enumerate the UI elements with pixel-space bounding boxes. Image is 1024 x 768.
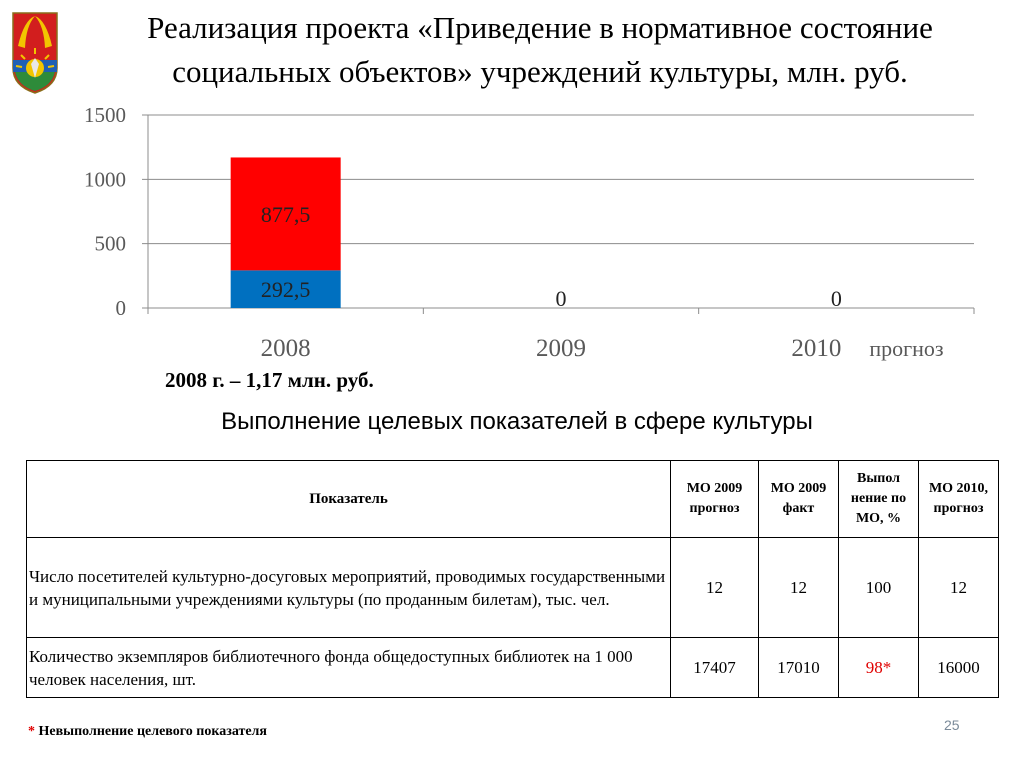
table-row: Число посетителей культурно-досуговых ме…	[26, 537, 999, 638]
header-mo2010-forecast: МО 2010, прогноз	[918, 460, 999, 538]
indicators-table: Показатель МО 2009 прогноз МО 2009 факт …	[26, 460, 999, 698]
row-indicator: Число посетителей культурно-досуговых ме…	[26, 537, 671, 638]
table-row: Количество экземпляров библиотечного фон…	[26, 637, 999, 698]
row-mo2009-fact: 12	[758, 537, 839, 638]
row-mo2009-forecast: 12	[670, 537, 759, 638]
data-label: 0	[556, 286, 567, 311]
coat-of-arms-emblem	[12, 12, 58, 94]
footnote-text: Невыполнение целевого показателя	[35, 724, 267, 739]
x-category-label: 2009	[536, 335, 586, 362]
row-execution-percent: 98*	[838, 637, 919, 698]
row-mo2010-forecast: 12	[918, 537, 999, 638]
row-indicator: Количество экземпляров библиотечного фон…	[26, 637, 671, 698]
chart-bars	[230, 157, 341, 308]
footnote: * Невыполнение целевого показателя	[28, 724, 267, 740]
row-mo2010-forecast: 16000	[918, 637, 999, 698]
page-number: 25	[944, 717, 960, 733]
bar-segment	[230, 270, 341, 308]
chart-data-labels: 292,5 877,5 0 0	[261, 202, 842, 311]
row-mo2009-forecast: 17407	[670, 637, 759, 698]
data-label: 877,5	[261, 202, 311, 227]
header-execution-percent: Выпол нение по МО, %	[838, 460, 919, 538]
row-mo2009-fact: 17010	[758, 637, 839, 698]
bar-segment	[230, 157, 341, 271]
page-title: Реализация проекта «Приведение в нормати…	[147, 10, 933, 89]
header-mo2009-fact: МО 2009 факт	[758, 460, 839, 538]
table-header-row: Показатель МО 2009 прогноз МО 2009 факт …	[26, 460, 999, 538]
y-tick-label: 1000	[84, 167, 126, 191]
header-mo2009-forecast: МО 2009 прогноз	[670, 460, 759, 538]
header-indicator: Показатель	[26, 460, 671, 538]
section-subtitle: Выполнение целевых показателей в сфере к…	[221, 408, 813, 435]
data-label: 0	[831, 286, 842, 311]
stacked-bar-chart: 0 500 1000 1500 292,5 877,5 0 0 2008 2009 2010 пр…	[84, 103, 975, 362]
summary-text: 2008 г. – 1,17 млн. руб.	[165, 368, 374, 392]
y-tick-label: 500	[95, 232, 127, 256]
row-execution-percent: 100	[838, 537, 919, 638]
footnote-asterisk: *	[28, 724, 35, 739]
data-label: 292,5	[261, 277, 311, 302]
x-category-suffix: прогноз	[869, 336, 943, 361]
x-axis-categories: 2008 2009 2010 прогноз	[261, 335, 944, 362]
y-tick-label: 0	[116, 296, 127, 320]
y-tick-label: 1500	[84, 103, 126, 127]
x-category-label: 2010	[791, 335, 841, 362]
y-axis-ticks: 0 500 1000 1500	[84, 103, 126, 320]
x-category-label: 2008	[261, 335, 311, 362]
